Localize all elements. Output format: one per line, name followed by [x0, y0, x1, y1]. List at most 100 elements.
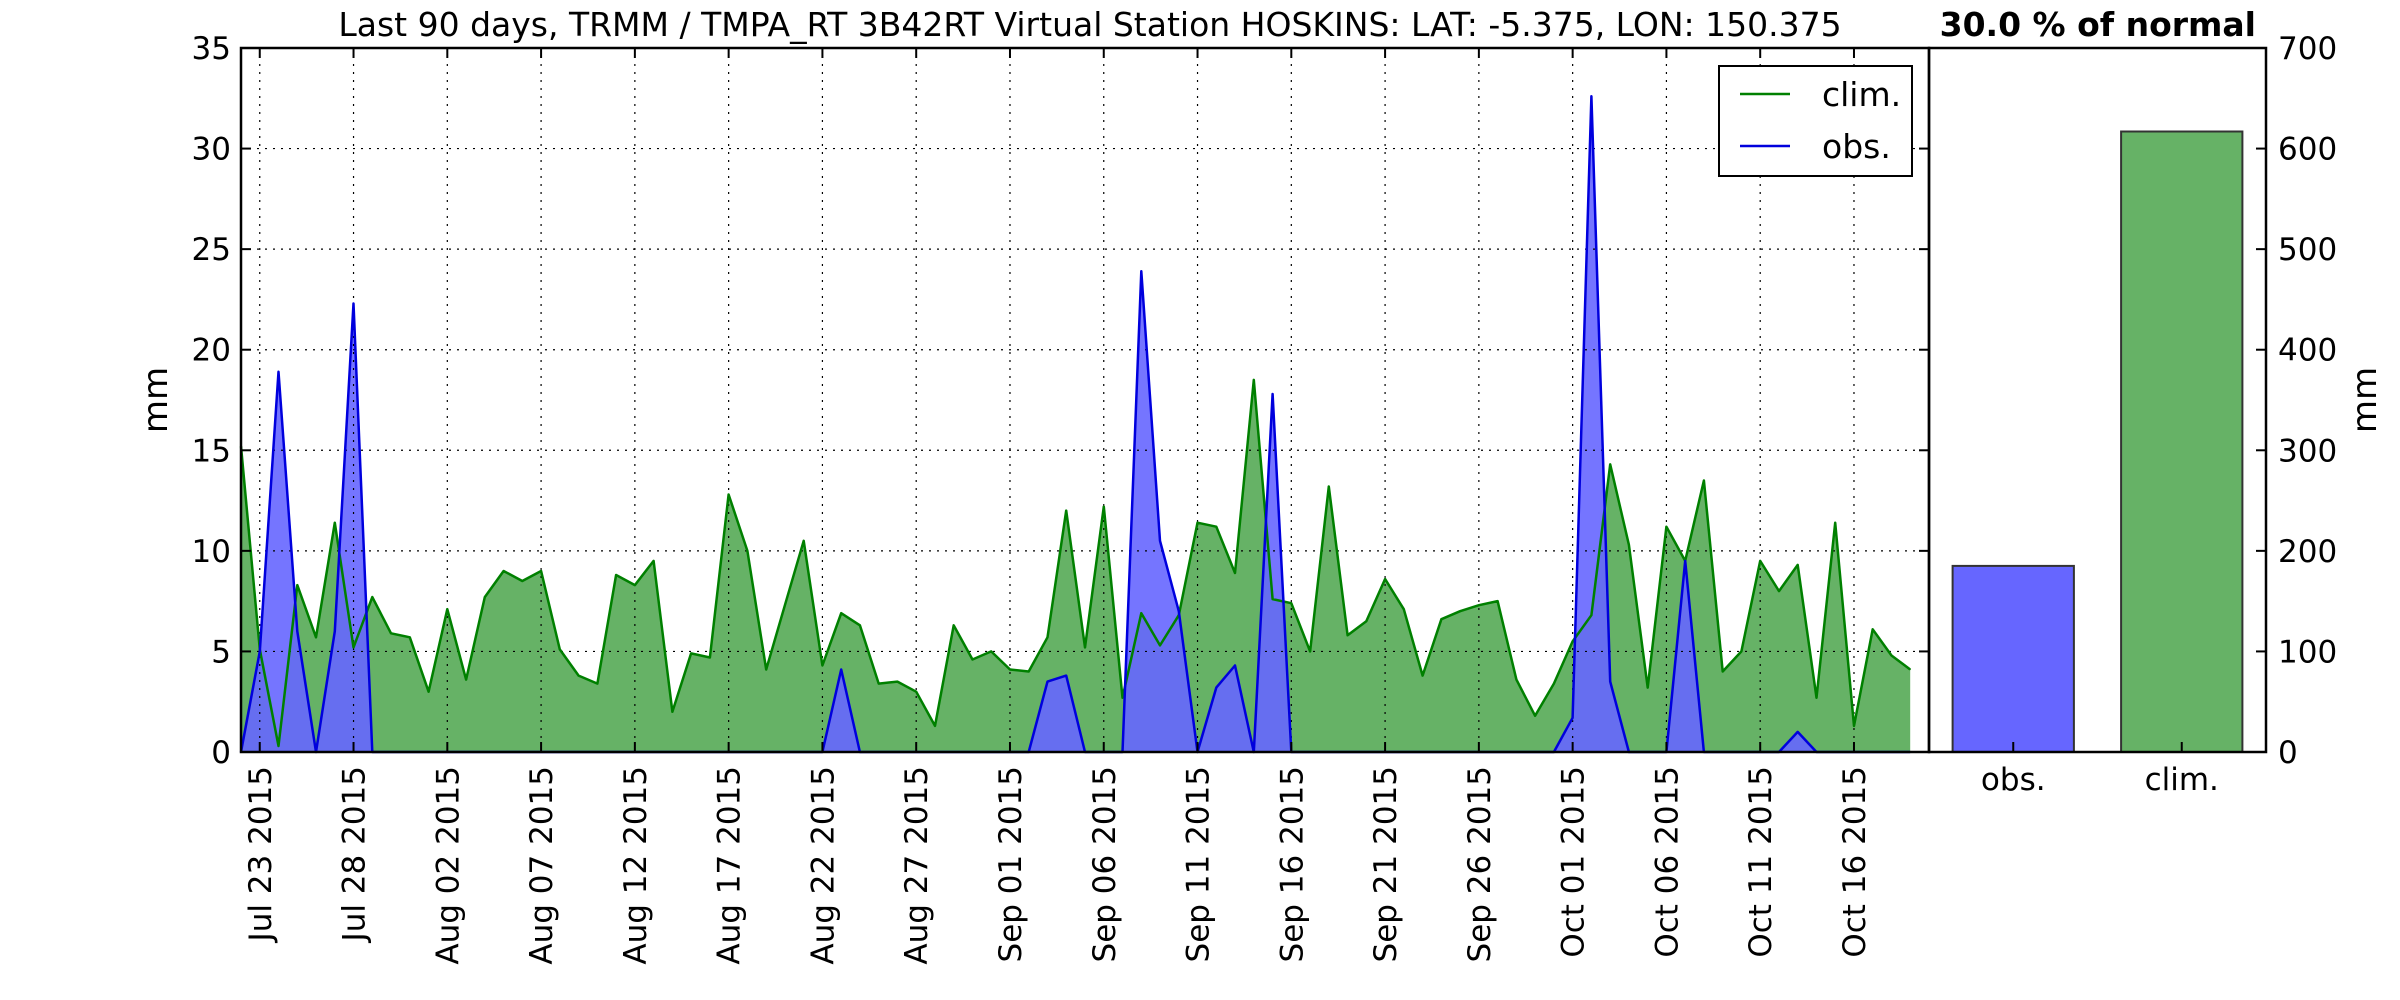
data-point-clim — [859, 624, 861, 626]
data-point-clim — [1140, 612, 1142, 614]
data-point-clim — [521, 580, 523, 582]
data-point-clim — [334, 522, 336, 524]
bar-clim — [2120, 130, 2244, 753]
x-tick-label: Oct 01 2015 — [1556, 766, 1592, 958]
data-point-clim — [1722, 670, 1724, 673]
data-point-clim — [1028, 670, 1030, 673]
y-tick-label: 0 — [211, 735, 231, 771]
data-point-clim — [1215, 526, 1217, 528]
x-tick-label: Oct 16 2015 — [1837, 766, 1873, 958]
data-point-clim — [896, 681, 899, 683]
data-point-clim — [615, 574, 617, 576]
data-point-clim — [296, 584, 298, 586]
y-tick-label: 20 — [192, 333, 231, 369]
data-point-clim — [653, 560, 655, 562]
data-point-clim — [765, 668, 767, 671]
data-point-clim — [1497, 600, 1499, 602]
data-point-clim — [1797, 564, 1799, 566]
data-point-clim — [277, 745, 280, 747]
y-tick-label: 5 — [211, 634, 231, 670]
x-tick-label: Sep 21 2015 — [1368, 766, 1404, 962]
data-point-clim — [1834, 522, 1836, 524]
data-point-clim — [784, 604, 786, 606]
data-point-obs — [1215, 687, 1217, 689]
data-point-obs — [1684, 560, 1686, 562]
data-point-clim — [990, 650, 992, 653]
legend-label-obs: obs. — [1822, 127, 1891, 166]
data-point-clim — [1347, 634, 1349, 636]
x-tick-label: Sep 01 2015 — [993, 766, 1029, 962]
data-point-clim — [1515, 679, 1517, 681]
data-point-clim — [1440, 618, 1442, 620]
data-point-clim — [503, 570, 505, 572]
data-point-obs — [840, 668, 842, 671]
data-point-clim — [1609, 463, 1611, 465]
bar-y-tick-label: 300 — [2278, 433, 2337, 469]
data-point-clim — [1196, 522, 1199, 524]
data-point-clim — [1665, 526, 1667, 528]
data-point-clim — [446, 608, 448, 610]
data-point-clim — [1159, 644, 1161, 647]
data-point-clim — [1272, 598, 1274, 600]
data-point-clim — [934, 725, 936, 727]
data-point-clim — [803, 540, 805, 542]
data-point-clim — [1121, 697, 1124, 699]
data-point-clim — [1740, 650, 1742, 653]
data-point-clim — [1065, 510, 1067, 512]
data-point-obs — [334, 630, 336, 632]
bar-y-axis-label: mm — [2345, 367, 2385, 433]
data-point-clim — [671, 711, 674, 713]
data-point-clim — [1384, 578, 1386, 580]
data-point-obs — [1046, 681, 1049, 683]
data-point-clim — [1909, 668, 1911, 671]
data-point-obs — [1797, 731, 1799, 733]
data-point-obs — [1159, 540, 1161, 542]
data-point-clim — [1590, 614, 1592, 616]
bar-y-tick-label: 0 — [2278, 735, 2298, 771]
y-tick-label: 35 — [192, 31, 231, 67]
bar-plot-frame — [1927, 46, 2268, 754]
x-tick-label: Sep 16 2015 — [1274, 766, 1310, 962]
data-point-clim — [1365, 620, 1367, 622]
data-point-clim — [484, 596, 486, 598]
bar-y-tick-label: 700 — [2278, 31, 2337, 67]
data-point-clim — [390, 632, 392, 634]
data-point-obs — [1140, 270, 1142, 272]
data-point-clim — [428, 691, 430, 693]
data-point-obs — [1609, 681, 1611, 683]
x-tick-label: Sep 11 2015 — [1181, 766, 1217, 962]
bar-y-tick-label: 100 — [2278, 634, 2337, 670]
data-point-clim — [746, 550, 749, 552]
bar-obs — [1951, 564, 2075, 754]
chart-title: Last 90 days, TRMM / TMPA_RT 3B42RT Virt… — [338, 5, 1841, 44]
y-axis-label: mm — [136, 367, 176, 433]
data-point-clim — [1853, 725, 1855, 727]
series-line-clim — [239, 378, 1911, 748]
y-tick-label: 25 — [192, 232, 231, 268]
x-tick-label: Aug 12 2015 — [618, 766, 654, 965]
data-point-clim — [578, 675, 580, 677]
x-tick-label: Sep 06 2015 — [1087, 766, 1123, 962]
data-point-clim — [709, 656, 711, 659]
data-point-clim — [559, 648, 561, 651]
data-point-clim — [465, 679, 467, 681]
data-point-clim — [1628, 544, 1630, 546]
x-tick-label: Aug 22 2015 — [805, 766, 841, 965]
x-tick-label: Aug 07 2015 — [524, 766, 560, 965]
y-tick-label: 15 — [192, 433, 231, 469]
data-point-obs — [296, 630, 298, 632]
legend-label-clim: clim. — [1822, 75, 1901, 114]
bar-category-label: clim. — [2145, 762, 2219, 798]
data-point-clim — [1647, 687, 1649, 689]
data-point-clim — [596, 683, 599, 685]
data-point-clim — [1234, 572, 1236, 574]
data-point-obs — [1590, 95, 1592, 97]
data-point-clim — [1572, 640, 1574, 643]
data-point-clim — [1778, 590, 1780, 592]
time-series-plot: 0 5 10 15 20 25 30 35 Jul 23 2015 Jul 28 2015 Aug … — [136, 31, 1931, 965]
data-point-clim — [1403, 608, 1405, 610]
data-point-clim — [915, 691, 917, 693]
data-point-obs — [277, 371, 280, 373]
data-point-clim — [1534, 715, 1536, 717]
